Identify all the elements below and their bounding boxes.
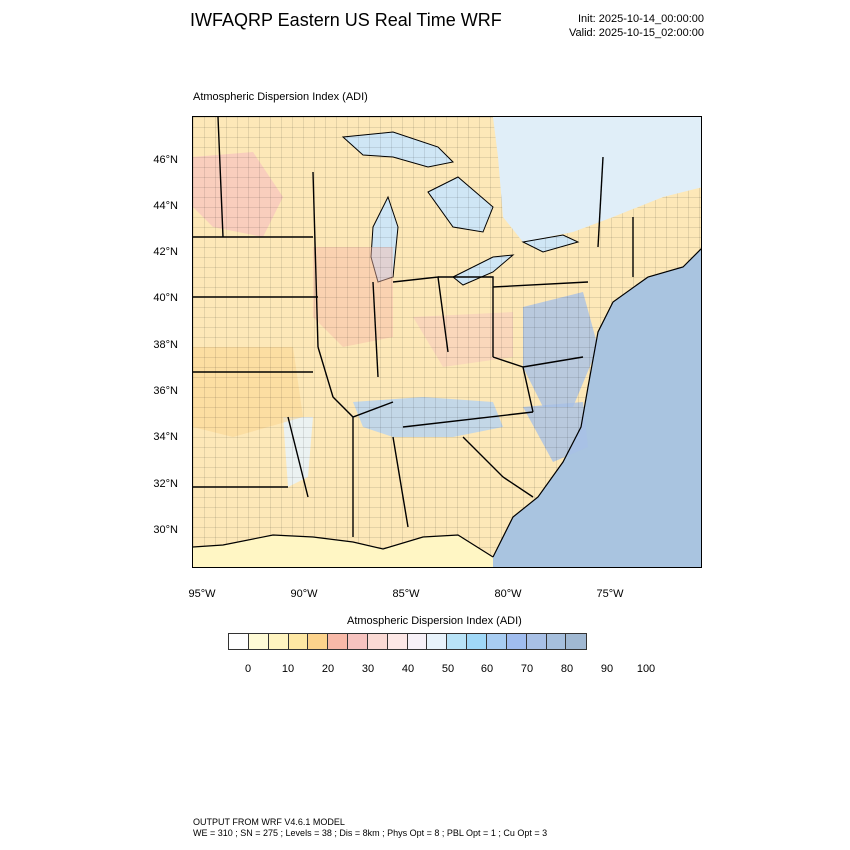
colorbar-swatch [506,634,527,649]
colorbar-swatch [308,634,329,649]
chart-title: IWFAQRP Eastern US Real Time WRF [190,10,502,30]
lat-label-34: 34°N [153,431,178,443]
colorbar-swatch [348,634,368,649]
gulf-coast-land [193,535,493,567]
colorbar-swatch [248,634,269,649]
colorbar-swatch [407,634,428,649]
colorbar-tick: 90 [600,663,614,675]
colorbar-swatch [486,634,507,649]
colorbar-tick: 10 [281,663,295,675]
map-panel [192,116,702,568]
lat-label-46: 46°N [153,154,178,166]
colorbar-tick: 80 [560,663,574,675]
lat-label-42: 42°N [153,246,178,258]
canada-region [493,117,701,242]
colorbar-tick: 50 [441,663,455,675]
state-boundaries [193,117,634,537]
colorbar-swatch [288,634,309,649]
colorbar-swatch [447,634,468,649]
colorbar-tick: 60 [480,663,494,675]
footer-model-line: OUTPUT FROM WRF V4.6.1 MODEL [193,817,345,827]
lat-label-38: 38°N [153,339,178,351]
lon-label-95: 95°W [188,588,216,600]
map-subtitle: Atmospheric Dispersion Index (ADI) [193,91,368,103]
colorbar-swatch [526,634,547,649]
lon-label-75: 75°W [596,588,624,600]
adi-map [193,117,701,567]
atlantic-coastline [492,248,701,558]
gulf-coastline [193,534,494,558]
colorbar-swatch [268,634,289,649]
colorbar-swatch [387,634,408,649]
colorbar-swatch [328,634,349,649]
lat-label-32: 32°N [153,478,178,490]
colorbar-tick: 20 [321,663,335,675]
colorbar-title: Atmospheric Dispersion Index (ADI) [347,615,522,627]
colorbar-swatch [566,634,587,649]
lon-label-90: 90°W [290,588,318,600]
lon-label-85: 85°W [392,588,420,600]
colorbar [228,633,588,650]
county-boundaries [193,117,701,557]
colorbar-swatch [427,634,448,649]
init-time: Init: 2025-10-14_00:00:00 [578,13,704,25]
colorbar-tick: 40 [401,663,415,675]
colorbar-swatch [367,634,388,649]
colorbar-swatch [467,634,487,649]
colorbar-tick: 30 [361,663,375,675]
lat-label-30: 30°N [153,524,178,536]
colorbar-swatch [229,634,249,649]
lon-label-80: 80°W [494,588,522,600]
lat-label-44: 44°N [153,200,178,212]
colorbar-tick: 70 [520,663,534,675]
valid-time: Valid: 2025-10-15_02:00:00 [569,27,704,39]
lat-label-36: 36°N [153,385,178,397]
colorbar-tick: 100 [636,663,656,675]
colorbar-tick: 0 [244,663,252,675]
colorbar-swatch [546,634,567,649]
footer-params-line: WE = 310 ; SN = 275 ; Levels = 38 ; Dis … [193,828,548,838]
lat-label-40: 40°N [153,292,178,304]
